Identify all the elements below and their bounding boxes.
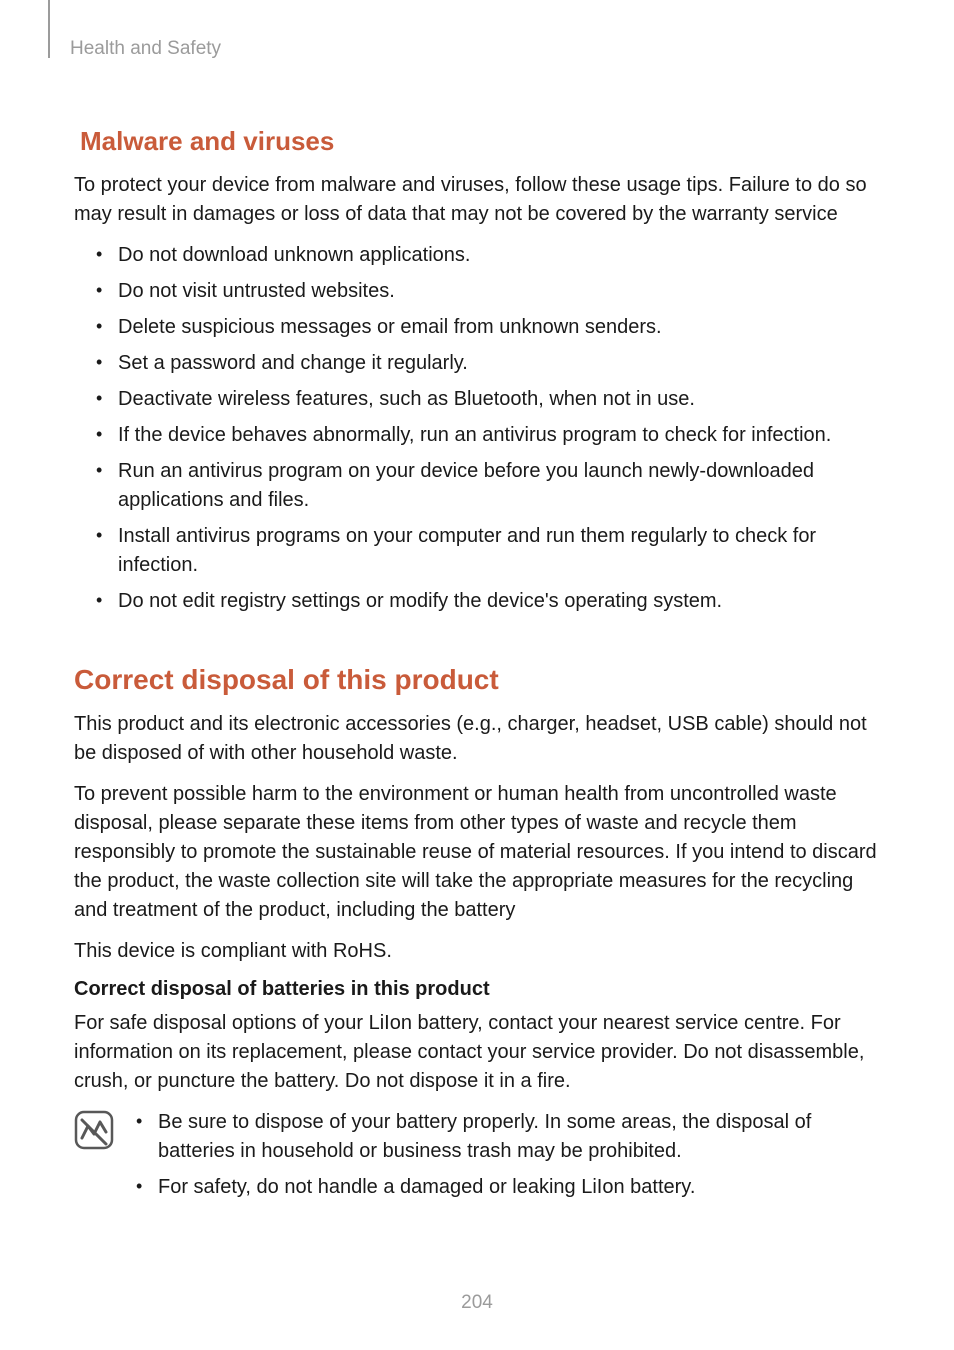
- disposal-p3: This device is compliant with RoHS.: [74, 937, 880, 966]
- disposal-subheading: Correct disposal of batteries in this pr…: [74, 978, 880, 1001]
- list-item: For safety, do not handle a damaged or l…: [146, 1173, 880, 1202]
- disposal-p2: To prevent possible harm to the environm…: [74, 780, 880, 925]
- list-item: Set a password and change it regularly.: [106, 349, 880, 378]
- disposal-p4: For safe disposal options of your LiIon …: [74, 1009, 880, 1096]
- heading-malware: Malware and viruses: [80, 126, 880, 157]
- list-item: If the device behaves abnormally, run an…: [106, 421, 880, 450]
- list-item: Do not visit untrusted websites.: [106, 277, 880, 306]
- list-item: Deactivate wireless features, such as Bl…: [106, 385, 880, 414]
- note-bullet-list: Be sure to dispose of your battery prope…: [132, 1108, 880, 1209]
- malware-intro: To protect your device from malware and …: [74, 171, 880, 229]
- list-item: Run an antivirus program on your device …: [106, 457, 880, 515]
- list-item: Be sure to dispose of your battery prope…: [146, 1108, 880, 1166]
- list-item: Install antivirus programs on your compu…: [106, 522, 880, 580]
- list-item: Delete suspicious messages or email from…: [106, 313, 880, 342]
- note-row: Be sure to dispose of your battery prope…: [74, 1108, 880, 1209]
- header-rule: [48, 0, 50, 58]
- heading-disposal: Correct disposal of this product: [74, 664, 880, 696]
- page-number: 204: [0, 1292, 954, 1314]
- disposal-p1: This product and its electronic accessor…: [74, 710, 880, 768]
- list-item: Do not download unknown applications.: [106, 241, 880, 270]
- note-icon: [74, 1110, 114, 1150]
- page-content: Health and Safety Malware and viruses To…: [0, 0, 954, 1209]
- list-item: Do not edit registry settings or modify …: [106, 587, 880, 616]
- header-section-label: Health and Safety: [70, 38, 880, 60]
- malware-bullet-list: Do not download unknown applications. Do…: [74, 241, 880, 616]
